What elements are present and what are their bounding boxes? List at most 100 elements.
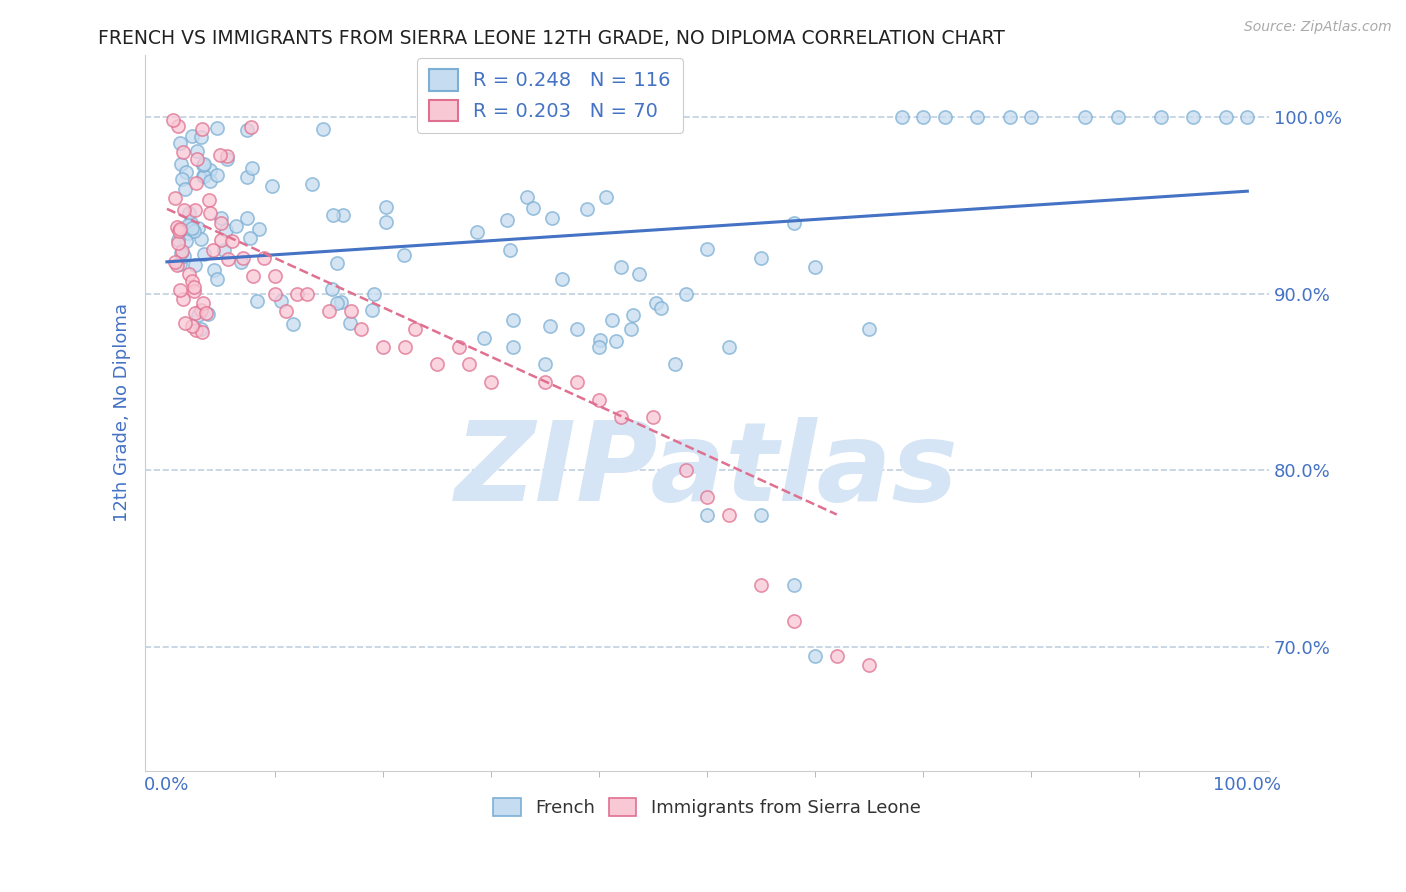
- Point: [174, 234, 197, 248]
- Point: [540, 211, 562, 226]
- Point: [187, 220, 209, 235]
- Point: [502, 313, 524, 327]
- Point: [170, 156, 193, 170]
- Point: [350, 322, 373, 336]
- Point: [235, 211, 257, 226]
- Legend: French, Immigrants from Sierra Leone: French, Immigrants from Sierra Leone: [485, 789, 929, 826]
- Point: [184, 306, 207, 320]
- Point: [207, 120, 229, 135]
- Point: [588, 333, 610, 347]
- Point: [534, 357, 557, 371]
- Point: [934, 110, 956, 124]
- Point: [465, 225, 488, 239]
- Point: [371, 340, 394, 354]
- Point: [193, 157, 215, 171]
- Point: [264, 268, 287, 283]
- Point: [825, 648, 848, 663]
- Point: [628, 267, 651, 281]
- Point: [212, 244, 235, 258]
- Point: [329, 294, 352, 309]
- Point: [623, 308, 645, 322]
- Point: [588, 392, 610, 407]
- Point: [200, 206, 222, 220]
- Point: [169, 136, 191, 151]
- Point: [458, 357, 481, 371]
- Point: [172, 145, 194, 160]
- Point: [180, 216, 202, 230]
- Point: [1236, 110, 1258, 124]
- Point: [998, 110, 1021, 124]
- Point: [326, 296, 349, 310]
- Point: [197, 307, 219, 321]
- Point: [209, 234, 232, 248]
- Point: [209, 148, 232, 162]
- Point: [193, 247, 215, 261]
- Point: [214, 223, 236, 237]
- Point: [588, 340, 610, 354]
- Point: [650, 301, 672, 316]
- Point: [163, 191, 186, 205]
- Point: [609, 260, 631, 275]
- Point: [201, 243, 224, 257]
- Point: [374, 215, 396, 229]
- Point: [321, 282, 343, 296]
- Point: [538, 318, 561, 333]
- Point: [447, 340, 470, 354]
- Point: [643, 410, 665, 425]
- Point: [696, 490, 718, 504]
- Point: [190, 321, 212, 335]
- Point: [217, 252, 239, 266]
- Point: [311, 121, 333, 136]
- Point: [186, 152, 208, 166]
- Point: [605, 334, 627, 349]
- Point: [247, 222, 270, 236]
- Point: [176, 218, 198, 232]
- Point: [191, 326, 214, 340]
- Point: [181, 129, 204, 144]
- Point: [191, 122, 214, 136]
- Text: FRENCH VS IMMIGRANTS FROM SIERRA LEONE 12TH GRADE, NO DIPLOMA CORRELATION CHART: FRENCH VS IMMIGRANTS FROM SIERRA LEONE 1…: [98, 29, 1005, 47]
- Point: [609, 410, 631, 425]
- Point: [169, 221, 191, 235]
- Point: [782, 216, 804, 230]
- Point: [534, 375, 557, 389]
- Point: [215, 149, 238, 163]
- Point: [169, 283, 191, 297]
- Point: [166, 119, 188, 133]
- Point: [260, 178, 283, 193]
- Point: [717, 340, 740, 354]
- Point: [782, 614, 804, 628]
- Point: [394, 340, 416, 354]
- Point: [426, 357, 449, 371]
- Point: [246, 294, 269, 309]
- Point: [204, 263, 226, 277]
- Point: [318, 304, 340, 318]
- Point: [180, 318, 202, 333]
- Point: [404, 322, 426, 336]
- Point: [239, 120, 262, 135]
- Point: [332, 208, 354, 222]
- Point: [1182, 110, 1205, 124]
- Point: [225, 219, 247, 233]
- Point: [184, 202, 207, 217]
- Point: [177, 205, 200, 219]
- Point: [326, 256, 349, 270]
- Point: [270, 293, 292, 308]
- Point: [191, 169, 214, 183]
- Point: [567, 322, 589, 336]
- Point: [183, 280, 205, 294]
- Point: [516, 190, 538, 204]
- Point: [966, 110, 988, 124]
- Point: [172, 293, 194, 307]
- Point: [198, 162, 221, 177]
- Point: [239, 231, 262, 245]
- Point: [522, 201, 544, 215]
- Point: [186, 323, 208, 337]
- Point: [472, 331, 495, 345]
- Point: [675, 463, 697, 477]
- Point: [221, 234, 243, 248]
- Point: [183, 258, 205, 272]
- Point: [235, 169, 257, 184]
- Point: [176, 165, 198, 179]
- Point: [194, 306, 217, 320]
